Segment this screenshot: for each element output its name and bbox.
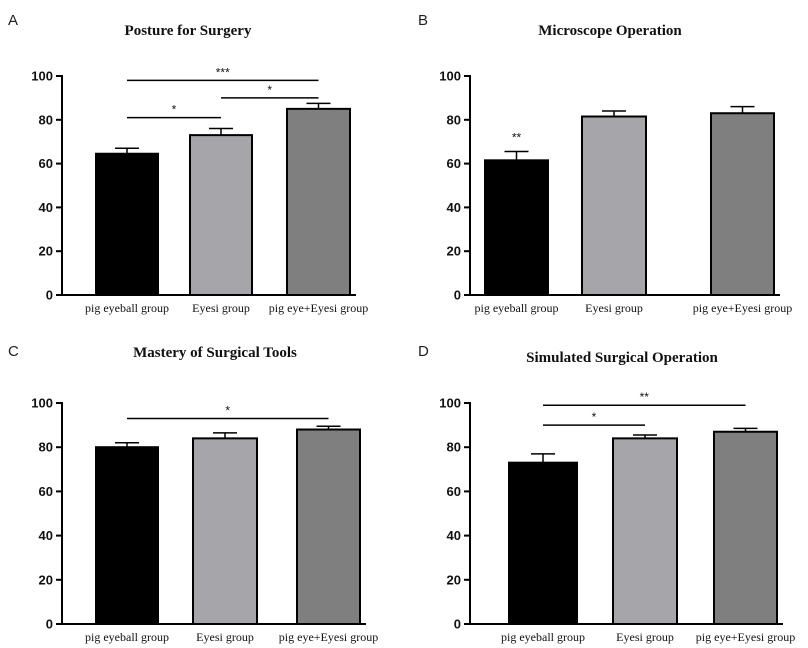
y-tick-label-b-100: 100 xyxy=(439,69,461,84)
y-tick-label-d-80: 80 xyxy=(447,440,461,455)
significance-label-b-0: ** xyxy=(512,131,522,145)
bar-a-0 xyxy=(95,152,159,296)
significance-label-a-1: * xyxy=(267,83,272,97)
bar-c-0 xyxy=(95,446,159,626)
y-tick-label-b-20: 20 xyxy=(447,244,461,259)
panel-label-b: B xyxy=(418,12,429,29)
panel-label-a: A xyxy=(8,12,19,29)
bar-b-1 xyxy=(581,115,647,296)
bar-b-2 xyxy=(710,112,775,297)
significance-label-d-0: * xyxy=(592,410,597,424)
y-tick-label-c-80: 80 xyxy=(39,440,53,455)
chart-title-c: Mastery of Surgical Tools xyxy=(133,345,297,361)
bar-b-0 xyxy=(484,159,549,296)
chart-panel-c: Mastery of Surgical Tools 0 20 40 60 80 100 pig… xyxy=(31,345,378,644)
panel-label-d: D xyxy=(418,343,429,360)
y-tick-label-d-40: 40 xyxy=(447,528,461,543)
panel-label-c: C xyxy=(8,343,19,360)
chart-title-d: Simulated Surgical Operation xyxy=(526,350,718,366)
y-tick-label-d-20: 20 xyxy=(447,572,461,587)
y-tick-label-b-0: 0 xyxy=(454,288,461,303)
bar-c-1 xyxy=(192,437,258,625)
category-label-c-2: pig eye+Eyesi group xyxy=(279,630,378,644)
category-label-d-2: pig eye+Eyesi group xyxy=(696,630,795,644)
bar-c-2 xyxy=(296,428,361,625)
y-tick-label-c-40: 40 xyxy=(39,528,53,543)
category-label-d-1: Eyesi group xyxy=(616,630,674,644)
y-tick-label-c-60: 60 xyxy=(39,484,53,499)
y-tick-label-c-100: 100 xyxy=(31,396,53,411)
category-label-b-2: pig eye+Eyesi group xyxy=(693,301,792,315)
bar-d-1 xyxy=(612,437,678,625)
category-label-d-0: pig eyeball group xyxy=(501,630,585,644)
category-label-a-2: pig eye+Eyesi group xyxy=(269,301,368,315)
category-label-c-0: pig eyeball group xyxy=(85,630,169,644)
y-tick-label-b-80: 80 xyxy=(447,112,461,127)
y-tick-label-a-40: 40 xyxy=(39,200,53,215)
bar-a-2 xyxy=(286,107,351,296)
category-label-b-1: Eyesi group xyxy=(585,301,643,315)
bar-d-2 xyxy=(713,430,778,626)
y-tick-label-b-40: 40 xyxy=(447,200,461,215)
y-tick-label-a-60: 60 xyxy=(39,156,53,171)
chart-title-b: Microscope Operation xyxy=(538,23,682,39)
chart-panel-b: Microscope Operation 0 20 40 60 80 100 pig eyeb… xyxy=(439,23,792,315)
y-tick-label-c-20: 20 xyxy=(39,572,53,587)
bar-a-1 xyxy=(189,134,253,296)
y-tick-label-d-0: 0 xyxy=(454,617,461,632)
significance-label-a-2: *** xyxy=(216,65,230,79)
category-label-a-0: pig eyeball group xyxy=(85,301,169,315)
significance-label-a-0: * xyxy=(172,103,177,117)
chart-panel-d: Simulated Surgical Operation 0 20 40 60 80 100… xyxy=(439,350,795,644)
category-label-a-1: Eyesi group xyxy=(192,301,250,315)
significance-label-c-0: * xyxy=(225,403,230,417)
significance-label-d-1: ** xyxy=(640,390,650,404)
category-label-b-0: pig eyeball group xyxy=(475,301,559,315)
y-tick-label-d-100: 100 xyxy=(439,396,461,411)
y-tick-label-a-20: 20 xyxy=(39,244,53,259)
y-tick-label-a-0: 0 xyxy=(46,288,53,303)
category-label-c-1: Eyesi group xyxy=(196,630,254,644)
y-tick-label-c-0: 0 xyxy=(46,617,53,632)
y-tick-label-b-60: 60 xyxy=(447,156,461,171)
y-tick-label-a-80: 80 xyxy=(39,112,53,127)
y-tick-label-d-60: 60 xyxy=(447,484,461,499)
y-tick-label-a-100: 100 xyxy=(31,69,53,84)
chart-title-a: Posture for Surgery xyxy=(125,23,252,39)
bar-d-0 xyxy=(508,461,578,626)
chart-panel-a: Posture for Surgery 0 20 40 60 80 100 pig eyeba… xyxy=(31,23,368,315)
